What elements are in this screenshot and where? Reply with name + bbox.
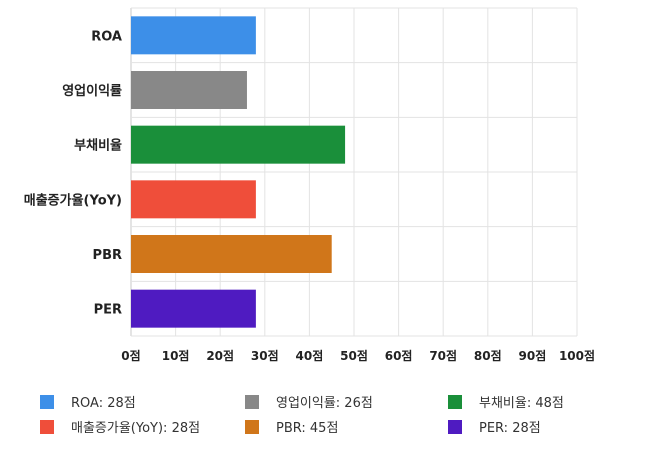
x-tick-label: 100점 xyxy=(559,348,595,363)
x-tick-label: 60점 xyxy=(385,348,413,363)
legend-swatch xyxy=(40,395,54,409)
x-tick-label: 90점 xyxy=(519,348,547,363)
bars xyxy=(131,16,346,328)
bar xyxy=(131,71,247,109)
bar xyxy=(131,125,346,164)
bar xyxy=(131,180,256,219)
category-label: PBR xyxy=(93,248,122,263)
legend-swatch xyxy=(245,420,259,434)
category-label: 영업이익률 xyxy=(62,83,122,99)
x-tick-label: 40점 xyxy=(296,348,324,363)
x-tick-label: 0점 xyxy=(121,348,140,363)
legend-label: PBR: 45점 xyxy=(276,421,338,436)
bar xyxy=(131,235,332,273)
legend-label: PER: 28점 xyxy=(479,421,541,436)
x-tick-label: 30점 xyxy=(251,348,279,363)
legend-swatch xyxy=(245,395,259,409)
category-label: 부채비율 xyxy=(74,138,122,154)
legend-label: ROA: 28점 xyxy=(71,396,136,411)
x-tick-label: 50점 xyxy=(340,348,368,363)
category-label: PER xyxy=(94,303,122,318)
x-tick-label: 10점 xyxy=(162,348,190,363)
legend-label: 부채비율: 48점 xyxy=(479,396,564,411)
category-label: ROA xyxy=(91,29,122,44)
legend-swatch xyxy=(40,420,54,434)
legend-swatch xyxy=(448,395,462,409)
legend-label: 영업이익률: 26점 xyxy=(276,396,373,411)
bar xyxy=(131,289,256,328)
legend-swatch xyxy=(448,420,462,434)
category-label: 매출증가율(YoY) xyxy=(24,192,122,208)
x-tick-label: 80점 xyxy=(474,348,502,363)
x-tick-labels: 0점 10점 20점 30점 40점 50점 60점 70점 80점 90점 100점 xyxy=(121,348,595,363)
grid-lines xyxy=(130,7,578,337)
x-tick-label: 20점 xyxy=(206,348,234,363)
x-tick-label: 70점 xyxy=(429,348,457,363)
legend-label: 매출증가율(YoY): 28점 xyxy=(71,421,200,436)
bar xyxy=(131,16,256,55)
